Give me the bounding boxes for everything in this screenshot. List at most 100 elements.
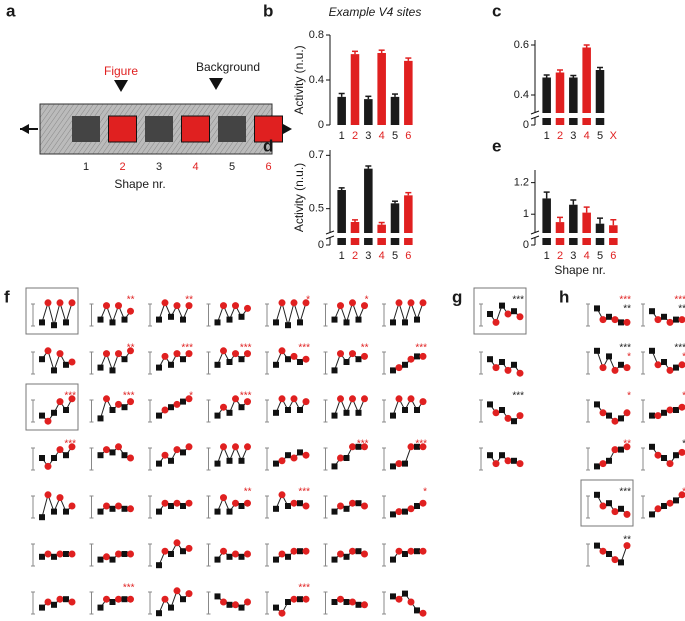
marker-square [180,398,186,405]
marker-square [402,508,408,515]
marker-square [606,412,612,419]
marker-circle [244,499,251,507]
marker-circle [127,595,134,603]
marker-circle [654,451,662,459]
marker-circle [492,460,500,468]
marker-circle [232,601,239,609]
marker-circle [599,547,607,555]
marker-square [238,457,245,464]
background-shape [145,116,173,142]
marker-square [402,590,408,597]
marker-square [121,316,128,323]
marker-circle [68,358,76,366]
marker-circle [68,299,76,307]
marker-circle [361,502,368,510]
significance: ** [623,304,631,315]
x-tick-label: 2 [557,250,563,262]
marker-square [414,443,420,450]
marker-square [673,364,679,371]
marker-circle [56,550,64,558]
marker-circle [623,510,631,518]
marker-circle [623,364,631,372]
marker-square [226,553,233,560]
marker-square [606,457,612,464]
marker-square [214,412,221,419]
panel-label: h [559,287,569,306]
marker-square [238,356,245,363]
break-mark [530,230,540,235]
marker-square [487,356,493,363]
marker-circle [115,443,122,451]
marker-square [180,503,186,509]
shapes: 1 2 3 4 5 6 [72,115,283,173]
marker-square [499,452,505,459]
marker-circle [361,601,368,609]
significance: *** [123,583,135,594]
marker-circle [185,590,193,598]
marker-circle [678,448,685,456]
marker-circle [115,550,122,558]
marker-circle [161,547,169,555]
marker-circle [349,443,356,451]
arrowhead [114,80,128,92]
marker-circle [337,350,344,358]
marker-square [285,553,291,560]
marker-square [156,316,162,323]
significance: * [365,295,369,306]
marker-square [51,601,57,608]
x-tick-label: 1 [339,250,345,262]
marker-circle [504,457,512,465]
significance: *** [674,295,685,306]
y-tick-label: 0 [523,119,529,131]
marker-square [109,556,116,563]
marker-square [180,316,186,323]
marker-circle [623,542,631,550]
marker-square [51,455,57,461]
marker-square [390,556,396,563]
marker-square [343,319,350,326]
x-tick-label: 4 [379,250,385,262]
marker-circle [395,299,403,307]
marker-circle [161,406,169,414]
marker-square [109,407,116,413]
marker-square [402,460,408,467]
marker-square [273,409,279,416]
marker-square [649,443,655,450]
marker-square [97,604,104,611]
significance: *** [123,391,135,402]
marker-circle [290,299,298,307]
bar [595,70,605,125]
significance: *** [64,439,76,450]
marker-square [39,356,45,363]
marker-square [214,593,221,600]
shape-number: 5 [229,161,235,173]
x-tick-label: 1 [544,250,550,262]
break-mark [530,110,540,115]
marker-circle [68,443,76,451]
marker-square [487,452,493,459]
x-tick-label: 4 [379,130,385,142]
arrowhead [20,124,29,134]
marker-square [331,463,338,470]
marker-square [649,511,655,518]
shape-number: 4 [192,161,198,173]
y-tick-label: 0.4 [514,89,529,101]
axis-break [530,233,622,238]
marker-circle [232,395,239,403]
marker-circle [244,350,251,358]
marker-square [649,308,655,315]
marker-circle [419,499,427,507]
bar [542,77,551,125]
marker-circle [395,364,403,372]
marker-circle [302,502,310,510]
marker-circle [678,491,685,499]
bar [582,212,591,245]
marker-square [343,359,350,365]
marker-square [273,604,279,611]
marker-square [511,308,517,315]
marker-circle [103,595,110,603]
marker-circle [419,547,427,555]
panel-label: b [263,1,273,20]
marker-square [63,407,69,413]
